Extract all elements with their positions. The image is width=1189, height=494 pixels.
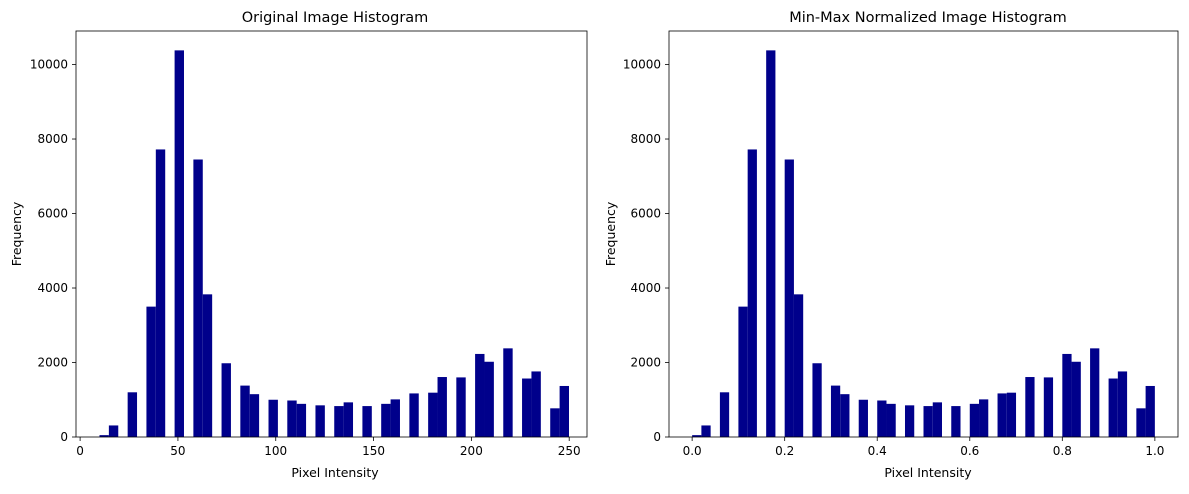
x-axis-label: Pixel Intensity — [291, 465, 379, 480]
histogram-bar — [240, 385, 250, 437]
y-tick-label: 10000 — [30, 58, 68, 72]
histogram-bar — [390, 399, 400, 437]
histogram-bar — [343, 402, 354, 437]
histogram-bar — [155, 149, 166, 437]
histogram-bar — [877, 400, 887, 437]
histogram-bar — [1090, 348, 1100, 437]
histogram-bar — [747, 149, 757, 437]
histogram-bar — [268, 399, 278, 437]
y-tick-label: 10000 — [623, 58, 661, 72]
x-tick-label: 0.6 — [960, 444, 979, 458]
y-tick-label: 6000 — [37, 207, 68, 221]
x-tick-label: 1.0 — [1145, 444, 1164, 458]
x-tick-label: 150 — [362, 444, 385, 458]
chart-title: Min-Max Normalized Image Histogram — [789, 10, 1067, 26]
histogram-bar — [904, 405, 915, 437]
histogram-bar — [923, 406, 933, 437]
x-tick-label: 0.0 — [683, 444, 702, 458]
histogram-bar — [969, 403, 980, 437]
histogram-bar — [1145, 385, 1155, 437]
histogram-bar — [146, 306, 156, 437]
plot-area: 0.0 0.2 0.4 0.6 0.8 1.0 0 2000 4000 6000 8000 10000 — [623, 30, 1179, 458]
x-tick-label: 100 — [264, 444, 287, 458]
y-tick-label: 0 — [653, 430, 661, 444]
histogram-bar — [1108, 378, 1118, 437]
y-tick-label: 2000 — [37, 356, 68, 370]
histogram-bar — [456, 377, 466, 437]
x-tick-label: 50 — [170, 444, 185, 458]
histogram-bar — [858, 399, 868, 437]
histogram-bar — [979, 399, 989, 437]
histogram-bar — [381, 403, 391, 437]
histogram-bar — [719, 392, 730, 437]
histogram-bar — [334, 406, 344, 437]
histogram-bar — [409, 393, 419, 437]
histogram-bar — [951, 406, 961, 437]
histogram-bar — [1071, 361, 1081, 437]
histogram-bar — [932, 402, 942, 437]
histogram-bar — [1043, 377, 1054, 437]
histogram-bar — [830, 385, 841, 437]
y-tick-label: 0 — [60, 430, 68, 444]
histogram-bar — [221, 363, 231, 437]
y-axis-label: Frequency — [603, 201, 618, 266]
plot-area: 0 50 100 150 200 250 0 2000 4000 6000 8000 10000 — [30, 30, 588, 458]
histogram-bar — [784, 159, 794, 437]
y-tick-label: 4000 — [630, 281, 661, 295]
histogram-bar — [249, 394, 260, 437]
histogram-bar — [1006, 392, 1017, 437]
histogram-bar — [531, 371, 541, 437]
x-axis-label: Pixel Intensity — [884, 465, 972, 480]
histogram-bar — [1025, 377, 1035, 437]
chart-normalized: Min-Max Normalized Image Histogram 0.0 0.… — [603, 10, 1179, 480]
histogram-bar — [127, 392, 138, 437]
histogram-bar — [997, 393, 1007, 437]
histogram-bar — [522, 378, 532, 437]
histogram-bar — [886, 403, 896, 437]
y-axis-label: Frequency — [9, 201, 24, 266]
histogram-bar — [840, 394, 850, 437]
axes-frame — [668, 30, 1179, 438]
histogram-bar — [1136, 408, 1146, 437]
y-tick-label: 8000 — [37, 132, 68, 146]
histogram-bar — [503, 348, 513, 437]
chart-original: Original Image Histogram 0 50 100 150 200 250… — [9, 10, 588, 480]
histogram-bar — [296, 403, 307, 437]
histogram-bar — [738, 306, 748, 437]
histogram-bar — [484, 361, 494, 437]
histogram-bar — [701, 425, 711, 437]
x-tick-label: 0.8 — [1053, 444, 1072, 458]
x-tick-label: 0.2 — [775, 444, 794, 458]
x-tick-label: 250 — [558, 444, 581, 458]
histogram-bar — [287, 400, 297, 437]
x-tick-label: 0.4 — [868, 444, 887, 458]
histogram-bar — [766, 50, 776, 438]
histogram-bar — [475, 353, 485, 437]
histogram-bar — [193, 159, 203, 437]
y-tick-label: 6000 — [630, 207, 661, 221]
chart-title: Original Image Histogram — [242, 10, 429, 26]
histogram-bar — [550, 408, 560, 437]
histogram-bar — [559, 385, 569, 437]
y-tick-label: 8000 — [630, 132, 661, 146]
histogram-bar — [692, 435, 702, 437]
histogram-bar — [437, 377, 447, 437]
histogram-bar — [202, 294, 213, 437]
x-tick-label: 0 — [76, 444, 84, 458]
histogram-bar — [1117, 371, 1128, 437]
histogram-bar — [174, 50, 184, 438]
histogram-bar — [793, 294, 804, 437]
histogram-bar — [428, 392, 438, 437]
y-tick-label: 2000 — [630, 356, 661, 370]
histogram-bar — [99, 435, 109, 437]
histogram-bar — [362, 406, 372, 437]
y-tick-label: 4000 — [37, 281, 68, 295]
x-tick-label: 200 — [460, 444, 483, 458]
histogram-bar — [812, 363, 822, 437]
axes-frame — [75, 30, 588, 438]
histogram-bar — [108, 425, 119, 437]
histogram-bar — [315, 405, 325, 437]
histogram-bar — [1062, 353, 1072, 437]
